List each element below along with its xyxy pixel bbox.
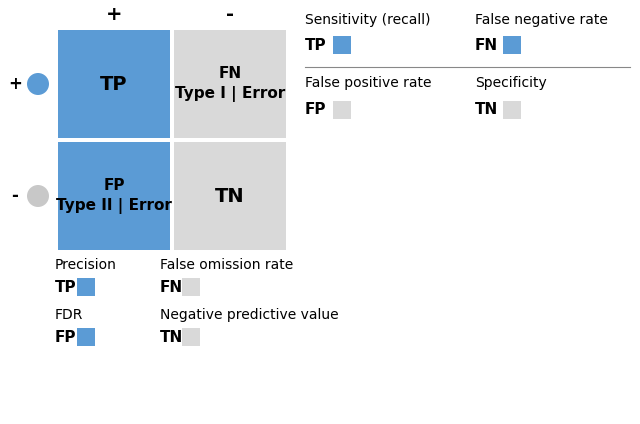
Text: TP: TP <box>55 279 77 295</box>
Bar <box>77 328 95 346</box>
Bar <box>58 30 170 138</box>
Text: TN: TN <box>215 187 245 206</box>
Bar <box>182 278 200 296</box>
Text: TP: TP <box>305 37 326 53</box>
Text: +: + <box>8 75 22 93</box>
Text: FN: FN <box>475 37 498 53</box>
Text: FN
Type I | Error: FN Type I | Error <box>175 66 285 102</box>
Text: -: - <box>12 187 19 205</box>
Text: FP
Type II | Error: FP Type II | Error <box>56 178 172 214</box>
Text: FP: FP <box>305 103 326 117</box>
Text: -: - <box>226 5 234 23</box>
Text: Negative predictive value: Negative predictive value <box>160 308 339 322</box>
Text: False positive rate: False positive rate <box>305 76 431 90</box>
Bar <box>174 142 286 250</box>
Text: TN: TN <box>160 329 183 344</box>
Circle shape <box>27 185 49 207</box>
Bar <box>174 30 286 138</box>
Bar <box>333 101 351 119</box>
Text: FDR: FDR <box>55 308 83 322</box>
Bar <box>503 36 521 54</box>
Circle shape <box>27 73 49 95</box>
Text: TN: TN <box>475 103 499 117</box>
Text: FP: FP <box>55 329 77 344</box>
Text: Precision: Precision <box>55 258 117 272</box>
Text: FN: FN <box>160 279 183 295</box>
Bar <box>58 142 170 250</box>
Bar <box>77 278 95 296</box>
Text: Sensitivity (recall): Sensitivity (recall) <box>305 13 431 27</box>
Bar <box>333 36 351 54</box>
Text: TP: TP <box>100 75 128 94</box>
Text: False omission rate: False omission rate <box>160 258 293 272</box>
Bar <box>182 328 200 346</box>
Text: Specificity: Specificity <box>475 76 547 90</box>
Text: +: + <box>106 5 122 23</box>
Bar <box>503 101 521 119</box>
Text: False negative rate: False negative rate <box>475 13 608 27</box>
